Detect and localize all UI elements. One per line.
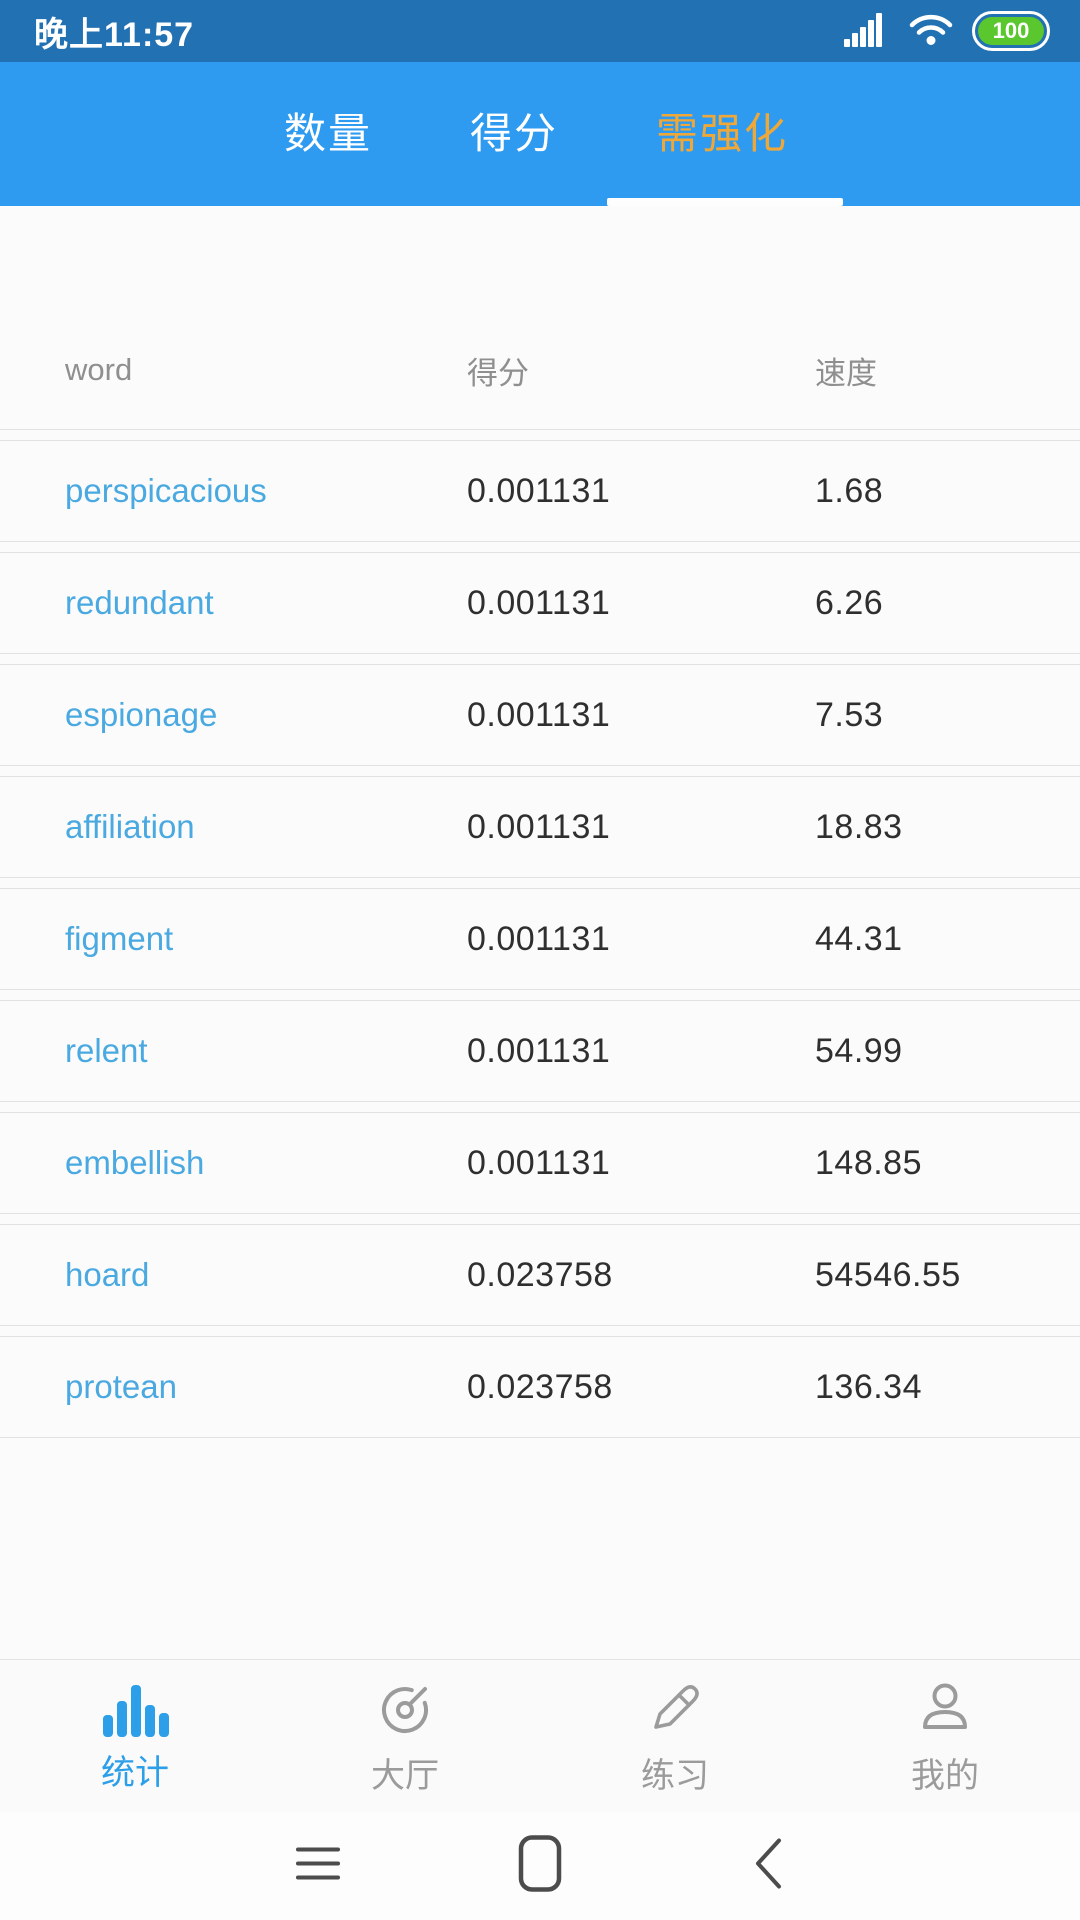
header-word: word bbox=[65, 352, 133, 387]
word-cell[interactable]: hoard bbox=[65, 1256, 150, 1293]
nav-item-practice[interactable]: 练习 bbox=[540, 1660, 810, 1812]
back-icon[interactable] bbox=[752, 1837, 784, 1896]
speed-cell: 44.31 bbox=[815, 919, 903, 958]
battery-fill bbox=[978, 17, 1044, 45]
speed-cell: 54546.55 bbox=[815, 1255, 961, 1294]
tab-active-indicator bbox=[607, 198, 843, 206]
status-bar: 晚上11:57 100 bbox=[0, 0, 1080, 62]
tab-score[interactable]: 得分 bbox=[469, 110, 559, 157]
pencil-icon bbox=[643, 1676, 707, 1740]
table-row[interactable]: figment 0.001131 44.31 bbox=[0, 888, 1080, 990]
table-row[interactable]: redundant 0.001131 6.26 bbox=[0, 552, 1080, 654]
home-icon[interactable] bbox=[517, 1834, 563, 1899]
bottom-nav: 统计 大厅 练习 bbox=[0, 1659, 1080, 1812]
score-cell: 0.001131 bbox=[467, 1143, 611, 1182]
tab-strengthen[interactable]: 需强化 bbox=[655, 110, 789, 157]
word-table-body: perspicacious 0.001131 1.68 redundant 0.… bbox=[0, 440, 1080, 1438]
word-cell[interactable]: figment bbox=[65, 920, 174, 957]
table-row[interactable]: protean 0.023758 136.34 bbox=[0, 1336, 1080, 1438]
battery-icon: 100 bbox=[972, 11, 1050, 51]
word-cell[interactable]: redundant bbox=[65, 584, 214, 621]
speed-cell: 136.34 bbox=[815, 1367, 922, 1406]
score-cell: 0.001131 bbox=[467, 1031, 611, 1070]
table-row[interactable]: embellish 0.001131 148.85 bbox=[0, 1112, 1080, 1214]
score-cell: 0.001131 bbox=[467, 919, 611, 958]
word-cell[interactable]: espionage bbox=[65, 696, 218, 733]
speed-cell: 148.85 bbox=[815, 1143, 922, 1182]
word-cell[interactable]: relent bbox=[65, 1032, 148, 1069]
score-cell: 0.001131 bbox=[467, 807, 611, 846]
battery-level: 100 bbox=[992, 18, 1030, 43]
android-nav-bar bbox=[0, 1812, 1080, 1920]
nav-item-mine[interactable]: 我的 bbox=[810, 1660, 1080, 1812]
word-cell[interactable]: affiliation bbox=[65, 808, 195, 845]
table-row[interactable]: hoard 0.023758 54546.55 bbox=[0, 1224, 1080, 1326]
word-cell[interactable]: embellish bbox=[65, 1144, 205, 1181]
signal-icon bbox=[844, 11, 890, 52]
word-cell[interactable]: perspicacious bbox=[65, 472, 267, 509]
nav-label: 练习 bbox=[641, 1756, 709, 1795]
score-cell: 0.001131 bbox=[467, 583, 611, 622]
table-header-row: word 得分 速度 bbox=[0, 311, 1080, 430]
score-cell: 0.023758 bbox=[467, 1367, 613, 1406]
word-cell[interactable]: protean bbox=[65, 1368, 177, 1405]
header-speed: 速度 bbox=[815, 355, 877, 391]
nav-label: 大厅 bbox=[371, 1756, 439, 1795]
nav-label: 统计 bbox=[101, 1753, 169, 1792]
score-cell: 0.001131 bbox=[467, 471, 611, 510]
score-cell: 0.023758 bbox=[467, 1255, 613, 1294]
speed-cell: 54.99 bbox=[815, 1031, 903, 1070]
bar-chart-icon bbox=[101, 1679, 169, 1737]
speed-cell: 6.26 bbox=[815, 583, 884, 622]
table-row[interactable]: perspicacious 0.001131 1.68 bbox=[0, 440, 1080, 542]
wifi-icon bbox=[908, 10, 954, 52]
status-icons: 100 bbox=[844, 10, 1050, 52]
score-cell: 0.001131 bbox=[467, 695, 611, 734]
person-icon bbox=[913, 1676, 977, 1740]
table-row[interactable]: espionage 0.001131 7.53 bbox=[0, 664, 1080, 766]
status-time: 晚上11:57 bbox=[34, 15, 195, 54]
speed-cell: 18.83 bbox=[815, 807, 903, 846]
word-table: word 得分 速度 perspicacious 0.001131 1.68 r… bbox=[0, 206, 1080, 1438]
gauge-icon bbox=[373, 1676, 437, 1740]
menu-icon[interactable] bbox=[295, 1845, 341, 1888]
table-row[interactable]: relent 0.001131 54.99 bbox=[0, 1000, 1080, 1102]
table-row[interactable]: affiliation 0.001131 18.83 bbox=[0, 776, 1080, 878]
speed-cell: 7.53 bbox=[815, 695, 884, 734]
speed-cell: 1.68 bbox=[815, 471, 884, 510]
tab-bar: 数量 得分 需强化 bbox=[0, 62, 1080, 206]
tab-quantity[interactable]: 数量 bbox=[283, 110, 373, 157]
nav-item-stats[interactable]: 统计 bbox=[0, 1660, 270, 1812]
header-score: 得分 bbox=[467, 355, 529, 391]
nav-item-hall[interactable]: 大厅 bbox=[270, 1660, 540, 1812]
nav-label: 我的 bbox=[911, 1756, 979, 1795]
